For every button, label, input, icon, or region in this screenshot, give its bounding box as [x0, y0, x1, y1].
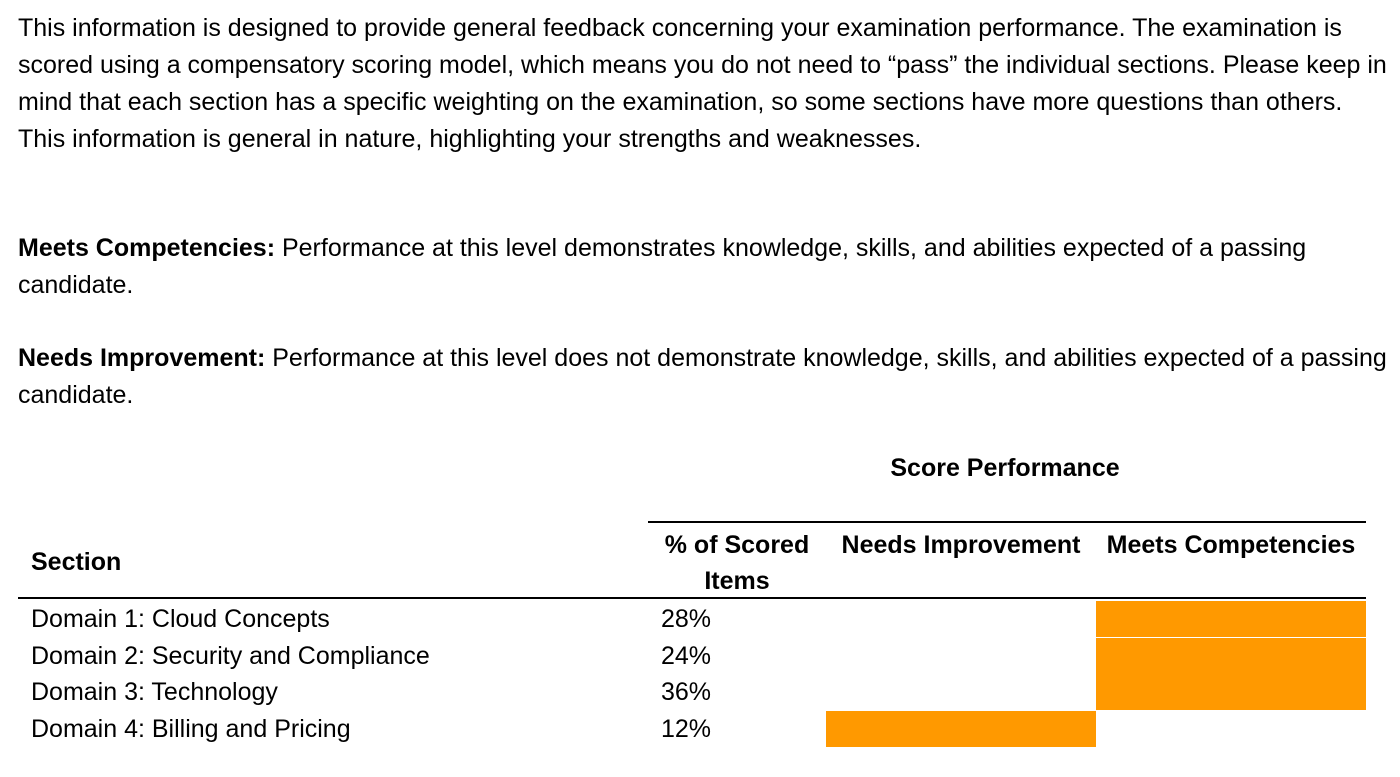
section-column-header: Section [31, 548, 122, 576]
pct-scored-items-column-header: % of Scored Items [664, 531, 810, 595]
table-row: Domain 2: Security and Compliance 24% [0, 637, 1400, 674]
section-name: Domain 1: Cloud Concepts [31, 605, 330, 633]
table-row: Domain 3: Technology 36% [0, 674, 1400, 710]
meets-competencies-term: Meets Competencies: [18, 234, 276, 262]
needs-improvement-cell [826, 710, 1096, 747]
needs-improvement-term: Needs Improvement: [18, 344, 266, 372]
table-row: Domain 1: Cloud Concepts 28% [0, 601, 1400, 637]
intro-paragraph: This information is designed to provide … [18, 14, 1387, 153]
needs-improvement-text: Performance at this level does not demon… [18, 344, 1387, 409]
meets-competencies-column-header: Meets Competencies [1106, 531, 1356, 559]
scored-items-pct: 24% [661, 641, 712, 670]
meets-competencies-cell [1096, 711, 1366, 747]
section-name: Domain 4: Billing and Pricing [31, 714, 351, 743]
table-row: Domain 4: Billing and Pricing 12% [0, 710, 1400, 747]
needs-improvement-column-header: Needs Improvement [841, 531, 1081, 559]
scored-items-pct: 28% [661, 605, 712, 633]
scored-items-pct: 36% [661, 678, 712, 706]
table-top-rule [648, 521, 1366, 523]
meets-competencies-text: Performance at this level demonstrates k… [18, 234, 1307, 299]
needs-improvement-cell [826, 674, 1096, 710]
needs-improvement-cell [826, 601, 1096, 637]
score-performance-heading: Score Performance [890, 454, 1120, 482]
section-name: Domain 3: Technology [31, 678, 278, 706]
meets-competencies-cell [1096, 637, 1366, 674]
meets-competencies-cell [1096, 674, 1366, 710]
needs-improvement-definition: Needs Improvement: Performance at this l… [18, 340, 1388, 414]
section-name: Domain 2: Security and Compliance [31, 641, 430, 670]
meets-competencies-cell [1096, 601, 1366, 637]
scored-items-pct: 12% [661, 714, 712, 743]
needs-improvement-cell [826, 638, 1096, 674]
table-header-rule [18, 597, 1366, 599]
meets-competencies-definition: Meets Competencies: Performance at this … [18, 230, 1388, 304]
